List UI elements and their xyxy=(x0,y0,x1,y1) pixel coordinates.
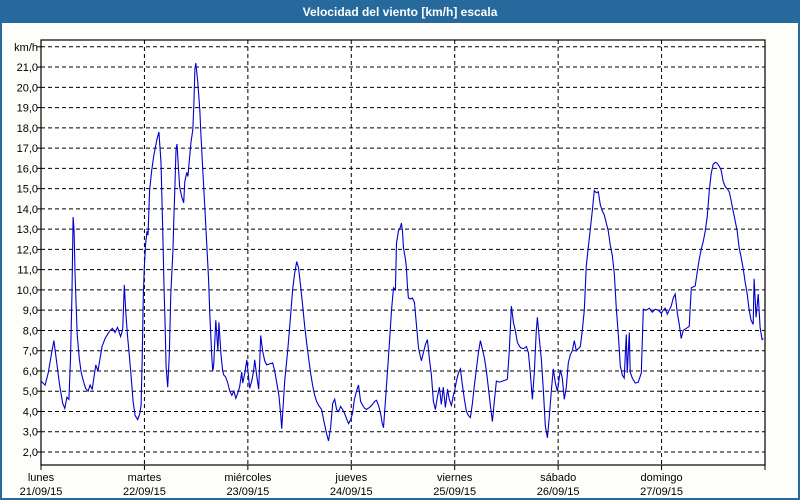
y-tick-label: 10,0 xyxy=(17,285,38,297)
x-date-label: 24/09/15 xyxy=(330,486,373,498)
y-tick-label: 15,0 xyxy=(17,184,38,196)
x-day-label: miércoles xyxy=(224,472,272,484)
y-tick-label: 17,0 xyxy=(17,143,38,155)
y-tick-label: 13,0 xyxy=(17,224,38,236)
y-axis-labels: 21,0 20,0 19,0 18,0 17,0 16,0 15,0 14,0 13,0 12,0… xyxy=(17,62,38,459)
x-date-label: 27/09/15 xyxy=(640,486,683,498)
y-tick-label: 9,0 xyxy=(23,305,38,317)
vertical-gridlines xyxy=(143,40,663,465)
y-tick-label: 12,0 xyxy=(17,244,38,256)
x-date-label: 26/09/15 xyxy=(537,486,580,498)
y-tick-label: 7,0 xyxy=(23,346,38,358)
y-tick-label: 3,0 xyxy=(23,427,38,439)
y-tick-label: 14,0 xyxy=(17,204,38,216)
x-date-label: 22/09/15 xyxy=(123,486,166,498)
x-day-label: viernes xyxy=(437,472,473,484)
y-axis-ticks xyxy=(37,46,41,453)
x-date-label: 21/09/15 xyxy=(20,486,63,498)
plot-frame xyxy=(40,39,766,466)
plot-background xyxy=(41,40,765,465)
y-tick-label: 16,0 xyxy=(17,163,38,175)
x-axis-ticks xyxy=(40,465,766,470)
wind-speed-line xyxy=(40,62,764,442)
x-date-label: 23/09/15 xyxy=(226,486,269,498)
x-day-label: jueves xyxy=(334,472,367,484)
y-tick-label: 21,0 xyxy=(17,62,38,74)
y-tick-label: 2,0 xyxy=(23,447,38,459)
y-tick-label: 11,0 xyxy=(17,265,38,277)
y-tick-label: 5,0 xyxy=(23,386,38,398)
x-day-label: domingo xyxy=(640,472,682,484)
x-day-label: lunes xyxy=(28,472,55,484)
y-tick-label: 8,0 xyxy=(23,325,38,337)
chart-title-bar: Velocidad del viento [km/h] escala xyxy=(2,2,798,23)
y-tick-label: 19,0 xyxy=(17,103,38,115)
x-day-label: martes xyxy=(128,472,162,484)
y-tick-label: 18,0 xyxy=(17,123,38,135)
y-tick-label: 6,0 xyxy=(23,366,38,378)
x-date-label: 25/09/15 xyxy=(433,486,476,498)
x-axis-labels: lunes 21/09/15 martes 22/09/15 miércoles 23/0… xyxy=(20,472,683,498)
horizontal-gridlines xyxy=(41,46,765,453)
x-day-label: sábado xyxy=(540,472,576,484)
y-axis-unit-label: km/h xyxy=(14,42,38,54)
y-tick-label: 20,0 xyxy=(17,82,38,94)
y-tick-label: 4,0 xyxy=(23,406,38,418)
